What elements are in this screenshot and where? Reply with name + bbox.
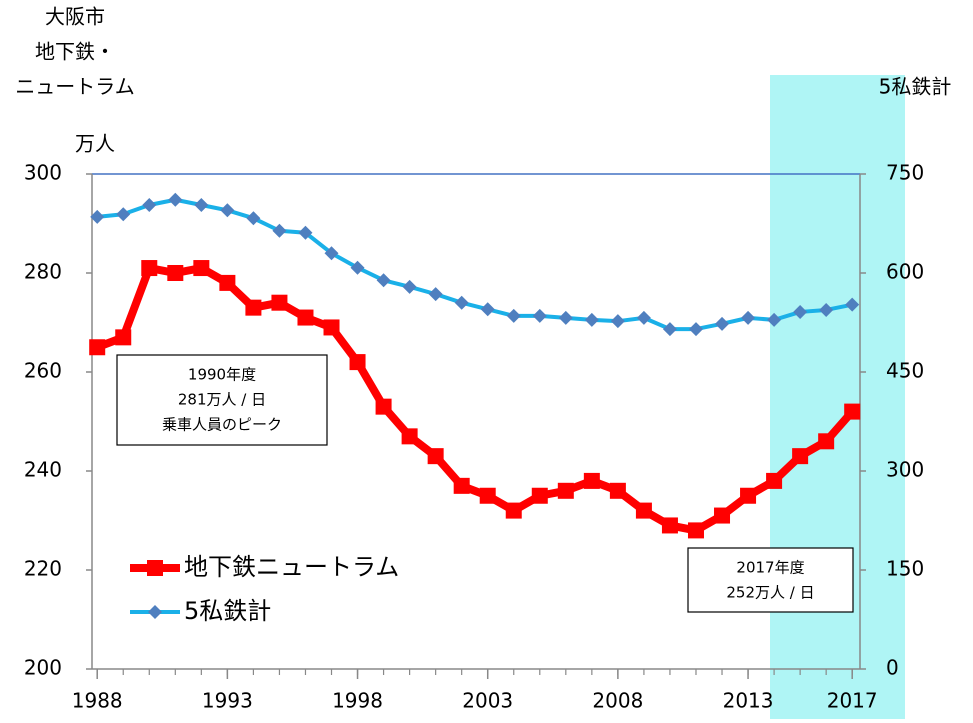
marker [272,223,287,238]
x-tick-label: 1993 [202,689,253,713]
annotation-text: 281万人 / 日 [178,391,266,409]
marker [480,302,495,317]
annotation-text: 252万人 / 日 [726,584,814,602]
marker [792,448,809,465]
y-tick-label: 300 [24,161,62,185]
marker [246,211,261,226]
marker [324,246,339,261]
y2-tick-label: 450 [886,359,924,383]
marker [219,274,236,291]
y-axis-label: 地下鉄・ [35,40,115,64]
y2-tick-label: 0 [886,656,899,680]
marker [531,487,548,504]
marker [609,482,626,499]
marker [115,329,132,346]
marker [453,477,470,494]
marker [715,316,730,331]
y2-tick-label: 750 [886,161,924,185]
marker [844,403,861,420]
legend-marker [148,605,162,619]
marker [454,295,469,310]
marker [167,265,184,281]
marker [714,507,731,524]
y-tick-label: 260 [24,359,62,383]
annotation-text: 2017年度 [736,559,804,577]
marker [557,482,574,499]
marker [505,502,522,519]
marker [687,522,704,539]
marker [401,428,418,445]
marker [402,279,417,294]
marker [90,209,105,224]
marker [740,487,757,504]
marker [558,310,573,325]
marker [506,308,521,323]
marker [532,308,547,323]
marker [220,203,235,218]
x-tick-label: 2008 [592,689,643,713]
y-unit: 万人 [75,132,115,156]
marker [298,225,313,240]
marker [141,260,158,277]
legend-label: 5私鉄計 [184,597,271,625]
series-line [97,197,853,332]
marker [116,207,131,222]
y-tick-label: 220 [24,557,62,581]
y2-tick-label: 600 [886,260,924,284]
marker [89,339,106,356]
x-tick-label: 1998 [332,689,383,713]
marker [142,198,157,213]
highlight-band [770,75,905,719]
marker [271,294,288,311]
y2-tick-label: 150 [886,557,924,581]
marker [193,260,210,277]
marker [168,192,183,207]
marker [245,299,262,316]
marker [818,433,835,450]
marker [661,517,678,534]
marker [610,314,625,329]
y2-axis-label: 5私鉄計 [879,75,952,99]
y-tick-label: 280 [24,260,62,284]
annotation-text: 乗車人員のピーク [162,416,282,434]
legend-marker [147,560,163,576]
marker [349,354,366,371]
marker [375,398,392,415]
y-tick-label: 200 [24,656,62,680]
marker [427,448,444,465]
y-tick-label: 240 [24,458,62,482]
marker [819,302,834,317]
marker [793,304,808,319]
marker [297,309,314,326]
marker [766,472,783,489]
marker [583,472,600,489]
marker [688,322,703,337]
y-axis-label: ニュートラム [15,75,134,99]
marker [194,198,209,213]
annotation-box [116,354,328,446]
annotation-box [687,547,854,613]
marker [376,273,391,288]
marker [323,319,340,336]
marker [636,310,651,325]
marker [767,312,782,327]
x-tick-label: 2017 [827,689,878,713]
marker [635,502,652,519]
marker [479,487,496,504]
marker [845,297,860,312]
y-axis-label: 大阪市 [45,5,105,29]
marker [428,287,443,302]
x-tick-label: 2003 [462,689,513,713]
marker [350,260,365,275]
x-tick-label: 2013 [723,689,774,713]
x-tick-label: 1988 [72,689,123,713]
legend-label: 地下鉄ニュートラム [184,553,399,581]
marker [662,322,677,337]
marker [584,312,599,327]
annotation-text: 1990年度 [188,366,256,384]
marker [741,310,756,325]
y2-tick-label: 300 [886,458,924,482]
